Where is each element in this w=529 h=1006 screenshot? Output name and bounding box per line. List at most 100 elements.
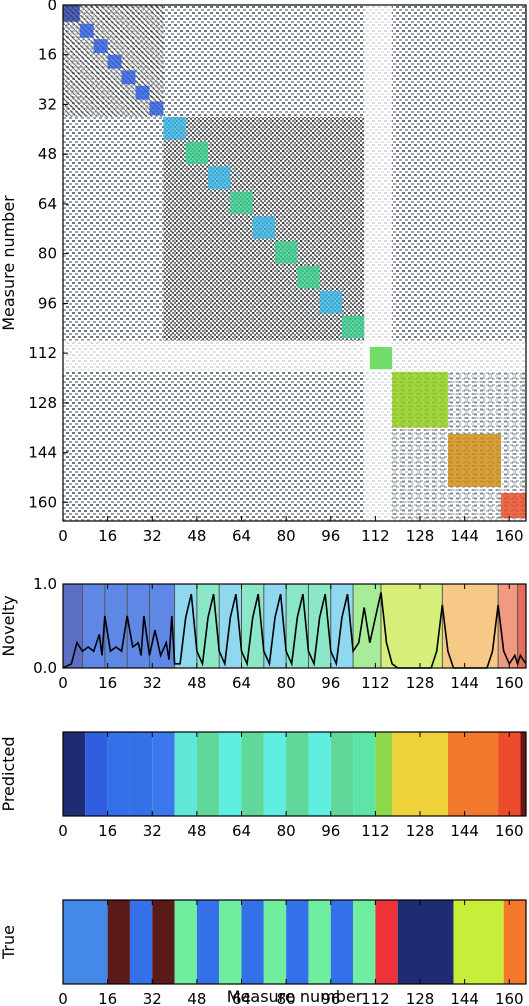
x-tick-label: 16	[98, 674, 117, 692]
x-tick-label: 96	[321, 674, 340, 692]
segment-band	[107, 900, 130, 984]
segment-band	[308, 900, 331, 984]
x-tick-label: 16	[98, 527, 117, 545]
novelty-segment-band	[286, 584, 309, 668]
diagonal-block	[274, 241, 298, 264]
segment-band	[453, 900, 504, 984]
segment-band	[219, 900, 242, 984]
x-tick-label: 16	[98, 990, 117, 1006]
matrix-gap-band	[364, 5, 393, 521]
y-tick-label: 32	[38, 95, 57, 113]
y-tick-label: 64	[38, 195, 57, 213]
novelty-segment-band	[104, 584, 128, 668]
segment-band	[308, 732, 331, 816]
segment-band	[107, 732, 130, 816]
segment-band	[129, 732, 153, 816]
x-tick-label: 32	[143, 674, 162, 692]
segment-band	[498, 732, 521, 816]
y-tick-label: 0.0	[33, 659, 57, 677]
segment-band	[263, 732, 287, 816]
x-tick-label: 128	[406, 527, 435, 545]
segment-band	[152, 900, 175, 984]
novelty-segment-band	[63, 584, 83, 668]
y-axis-label: Novelty	[0, 595, 18, 656]
novelty-segment-band	[442, 584, 499, 668]
x-tick-label: 64	[232, 990, 251, 1006]
x-tick-label: 64	[232, 822, 251, 840]
y-axis-label: Predicted	[0, 736, 18, 811]
segment-band	[375, 900, 398, 984]
segment-band	[174, 732, 197, 816]
plot-frame	[62, 583, 527, 669]
segment-band	[353, 732, 376, 816]
y-tick-label: 128	[28, 394, 57, 412]
x-tick-label: 80	[277, 990, 296, 1006]
x-tick-label: 48	[187, 822, 206, 840]
novelty-curve	[62, 592, 527, 669]
self-similarity-matrix-panel: 0 0 16 16 32 32 48 48 64 64 80 80 96 96 112 112 128 128 14…	[0, 0, 527, 545]
diagonal-block	[149, 101, 164, 116]
x-tick-label: 0	[58, 990, 68, 1006]
novelty-segment-band	[263, 584, 287, 668]
x-tick-label: 160	[495, 990, 524, 1006]
diagonal-block	[230, 191, 253, 214]
diagonal-block	[107, 54, 122, 69]
segment-band	[263, 900, 287, 984]
x-tick-label: 0	[58, 527, 68, 545]
segment-band	[152, 732, 175, 816]
diagonal-block	[252, 216, 275, 239]
y-axis-label: Measure number	[0, 195, 18, 331]
matrix-gap-band	[63, 340, 526, 372]
x-tick-label: 160	[495, 527, 524, 545]
novelty-segment-band	[330, 584, 354, 668]
x-axis-label: Measure number	[227, 987, 363, 1006]
diagonal-block	[121, 70, 136, 85]
segment-band	[330, 732, 354, 816]
y-tick-label: 144	[28, 444, 57, 462]
segment-band	[397, 900, 454, 984]
segment-band	[520, 732, 526, 816]
diagonal-block	[447, 433, 501, 487]
y-tick-label: 160	[28, 493, 57, 511]
x-tick-label: 112	[361, 674, 390, 692]
x-tick-label: 144	[450, 990, 479, 1006]
diagonal-block	[135, 85, 150, 100]
novelty-segment-band	[174, 584, 197, 668]
y-tick-label: 16	[38, 46, 57, 64]
novelty-segment-band	[308, 584, 331, 668]
segment-band	[63, 732, 86, 816]
y-tick-label: 96	[38, 294, 57, 312]
x-tick-label: 144	[450, 674, 479, 692]
diagonal-block	[93, 39, 108, 54]
diagonal-block	[163, 116, 186, 140]
novelty-segment-band	[219, 584, 242, 668]
x-tick-label: 112	[361, 990, 390, 1006]
segment-band	[129, 900, 153, 984]
x-tick-label: 96	[321, 990, 340, 1006]
diagonal-block	[297, 266, 320, 289]
x-tick-label: 160	[495, 822, 524, 840]
y-axis-label: True	[0, 925, 18, 960]
segment-band	[174, 900, 197, 984]
diagonal-block	[392, 371, 448, 428]
x-tick-label: 64	[232, 674, 251, 692]
x-tick-label: 48	[187, 674, 206, 692]
novelty-segment-band	[517, 584, 526, 668]
x-tick-label: 80	[277, 822, 296, 840]
y-tick-label: 48	[38, 145, 57, 163]
segment-band	[85, 732, 108, 816]
plot-frame	[62, 731, 527, 817]
segment-band	[353, 900, 376, 984]
x-tick-label: 16	[98, 822, 117, 840]
novelty-segment-band	[196, 584, 220, 668]
y-tick-label: 112	[28, 344, 57, 362]
x-tick-label: 128	[406, 822, 435, 840]
novelty-segment-band	[241, 584, 264, 668]
y-tick-label: 0	[47, 0, 57, 14]
predicted-segments-panel: 0 16 32 48 64 80 96 112 128 144 160 Predicted	[0, 731, 527, 840]
x-tick-label: 96	[321, 527, 340, 545]
diagonal-block	[63, 5, 80, 22]
x-tick-label: 160	[495, 674, 524, 692]
segment-band	[286, 732, 309, 816]
